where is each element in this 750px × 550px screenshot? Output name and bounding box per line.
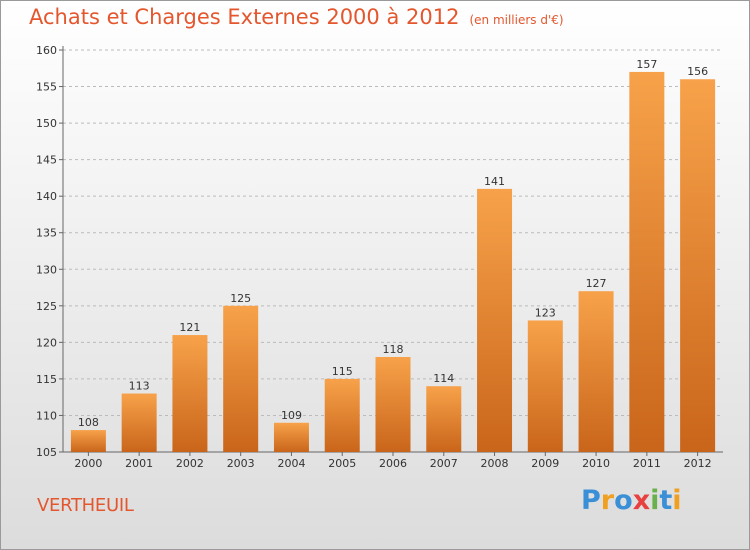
data-label: 157 <box>636 58 657 71</box>
data-label: 141 <box>484 175 505 188</box>
data-label: 123 <box>535 306 556 319</box>
y-tick-label: 120 <box>36 336 57 349</box>
bar <box>578 291 614 452</box>
y-tick-label: 105 <box>36 446 57 459</box>
chart-title-text: Achats et Charges Externes 2000 à 2012 <box>29 5 460 29</box>
x-tick-label: 2005 <box>328 457 356 470</box>
data-label: 113 <box>129 380 150 393</box>
brand-letter: t <box>659 485 673 516</box>
bar <box>121 393 157 452</box>
brand-letter: P <box>581 485 601 516</box>
y-tick-label: 135 <box>36 227 57 240</box>
y-tick-label: 155 <box>36 81 57 94</box>
x-tick-label: 2008 <box>481 457 509 470</box>
x-tick-label: 2004 <box>277 457 305 470</box>
data-label: 125 <box>230 292 251 305</box>
y-tick-label: 110 <box>36 409 57 422</box>
data-label: 127 <box>586 277 607 290</box>
brand-letter: i <box>650 485 660 516</box>
bar <box>273 422 309 452</box>
bar <box>426 386 462 452</box>
bar <box>477 188 513 452</box>
bar <box>527 320 563 452</box>
chart-subtitle: (en milliers d'€) <box>469 13 564 27</box>
x-tick-label: 2000 <box>74 457 102 470</box>
x-tick-label: 2001 <box>125 457 153 470</box>
y-tick-label: 150 <box>36 117 57 130</box>
y-tick-label: 140 <box>36 190 57 203</box>
bar <box>629 71 665 452</box>
bar <box>223 305 259 452</box>
x-tick-label: 2011 <box>633 457 661 470</box>
x-tick-label: 2002 <box>176 457 204 470</box>
bar <box>680 79 716 453</box>
data-label: 156 <box>687 65 708 78</box>
y-tick-label: 125 <box>36 300 57 313</box>
data-label: 109 <box>281 409 302 422</box>
y-tick-label: 160 <box>36 44 57 57</box>
x-tick-label: 2012 <box>684 457 712 470</box>
x-tick-label: 2009 <box>531 457 559 470</box>
proxiti-logo: Proxiti <box>581 485 682 516</box>
data-label: 114 <box>433 372 454 385</box>
bar <box>70 430 106 452</box>
y-tick-label: 115 <box>36 373 57 386</box>
x-tick-label: 2003 <box>227 457 255 470</box>
data-label: 121 <box>179 321 200 334</box>
x-tick-label: 2006 <box>379 457 407 470</box>
data-label: 115 <box>332 365 353 378</box>
data-label: 118 <box>383 343 404 356</box>
x-tick-label: 2010 <box>582 457 610 470</box>
y-tick-label: 130 <box>36 263 57 276</box>
brand-letter: i <box>672 485 682 516</box>
brand-letter: x <box>632 485 651 516</box>
y-tick-label: 145 <box>36 154 57 167</box>
commune-name: VERTHEUIL <box>37 495 134 516</box>
data-label: 108 <box>78 416 99 429</box>
brand-letter: r <box>600 485 615 516</box>
brand-letter: o <box>614 485 633 516</box>
bar <box>324 378 360 452</box>
chart-title: Achats et Charges Externes 2000 à 2012 (e… <box>29 5 564 29</box>
bar <box>172 335 208 452</box>
bar <box>375 356 411 452</box>
x-tick-label: 2007 <box>430 457 458 470</box>
